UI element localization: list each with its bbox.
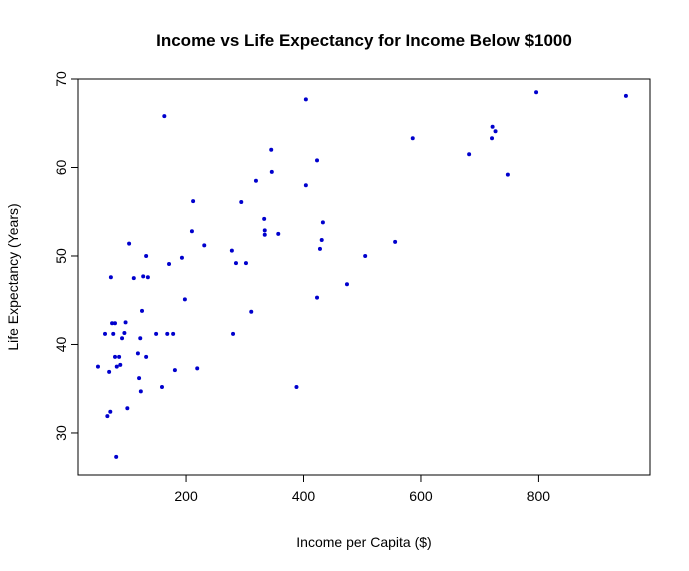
point [111,331,116,336]
plot-frame [77,78,651,476]
point [145,275,150,280]
point [320,220,325,225]
point [623,93,628,98]
point [262,228,267,233]
y-tick-label: 30 [53,425,69,441]
point [294,384,299,389]
point [189,229,194,234]
point [229,248,234,253]
point [315,295,320,300]
point [123,320,128,325]
point [344,282,349,287]
point [122,330,127,335]
point [303,97,308,102]
point [162,114,167,119]
point [239,200,244,205]
point [202,243,207,248]
point [363,253,368,258]
point [144,354,149,359]
point [112,321,117,326]
point [138,336,143,341]
x-tick-label: 200 [174,488,198,504]
y-tick-label: 50 [53,248,69,264]
x-axis-label: Income per Capita ($) [296,534,431,550]
x-tick-label: 800 [527,488,551,504]
point [490,124,495,129]
point [249,309,254,314]
point [319,238,324,243]
point [505,172,510,177]
point [410,136,415,141]
point [118,362,123,367]
point [195,366,200,371]
point [317,246,322,251]
point [233,261,238,266]
point [127,241,132,246]
point [303,183,308,188]
y-tick-label: 70 [53,71,69,87]
point [159,384,164,389]
point [117,354,122,359]
point [108,409,113,414]
chart-title: Income vs Life Expectancy for Income Bel… [156,31,572,50]
point [393,239,398,244]
point [276,231,281,236]
point [269,169,274,174]
point [262,216,267,221]
point [231,331,236,336]
point [114,364,119,369]
point [490,136,495,141]
point [467,152,472,157]
point [110,321,115,326]
point [315,158,320,163]
point [105,414,110,419]
point [137,376,142,381]
point [141,274,146,279]
point [103,331,108,336]
x-tick-label: 600 [409,488,433,504]
point [135,351,140,356]
y-tick-label: 40 [53,336,69,352]
point [171,331,176,336]
point [120,336,125,341]
point [172,368,177,373]
point [108,275,113,280]
point [493,129,498,134]
point [95,364,100,369]
point [262,232,267,237]
point [534,90,539,95]
x-tick-label: 400 [292,488,316,504]
point [179,255,184,260]
point [182,297,187,302]
point [114,454,119,459]
point [269,147,274,152]
point [165,331,170,336]
point [140,308,145,313]
point [243,261,248,266]
y-tick-label: 60 [53,159,69,175]
point [253,178,258,183]
point [191,199,196,204]
point [131,276,136,281]
point [112,354,117,359]
point [125,406,130,411]
point [167,261,172,266]
point [138,389,143,394]
y-axis-label: Life Expectancy (Years) [5,203,21,350]
point [107,369,112,374]
point [144,253,149,258]
point [154,331,159,336]
